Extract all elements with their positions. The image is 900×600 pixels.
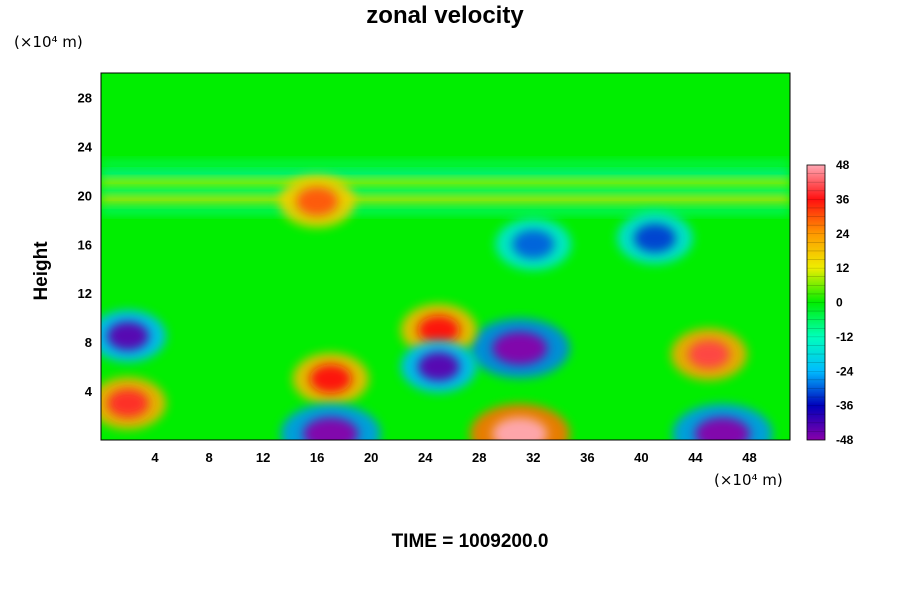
feature-core-4 bbox=[303, 417, 359, 440]
colorbar-tick-label: 0 bbox=[836, 296, 843, 310]
colorbar-tick-label: 24 bbox=[836, 227, 850, 241]
y-tick-label: 28 bbox=[78, 90, 92, 105]
time-label: TIME = 1009200.0 bbox=[391, 531, 549, 552]
chart-title: zonal velocity bbox=[366, 2, 524, 29]
x-tick-label: 40 bbox=[634, 450, 648, 465]
x-tick-label: 32 bbox=[526, 450, 540, 465]
y-tick-label: 24 bbox=[78, 139, 93, 154]
y-tick-label: 16 bbox=[78, 237, 92, 252]
colorbar-tick-label: 36 bbox=[836, 192, 850, 206]
feature-core-2 bbox=[688, 340, 730, 369]
feature-core-6 bbox=[107, 389, 149, 418]
feature-core-12 bbox=[512, 229, 555, 259]
colorbar-tick-label: -36 bbox=[836, 399, 854, 413]
band-1 bbox=[101, 171, 790, 181]
feature-core-7 bbox=[107, 321, 149, 351]
x-tick-label: 44 bbox=[688, 450, 703, 465]
colorbar-tick-label: 12 bbox=[836, 261, 850, 275]
x-tick-label: 4 bbox=[151, 450, 159, 465]
band-3 bbox=[101, 188, 790, 198]
x-tick-label: 8 bbox=[205, 450, 212, 465]
x-tick-label: 12 bbox=[256, 450, 270, 465]
colorbar-scale bbox=[806, 164, 826, 441]
colorbar-tick-label: -48 bbox=[836, 433, 854, 447]
y-tick-label: 4 bbox=[85, 384, 93, 399]
colorbar-tick-label: 48 bbox=[836, 158, 850, 172]
y-tick-label: 8 bbox=[85, 335, 92, 350]
feature-core-0 bbox=[492, 417, 548, 440]
x-tick-label: 20 bbox=[364, 450, 378, 465]
x-tick-label: 48 bbox=[742, 450, 756, 465]
feature-core-3 bbox=[309, 364, 352, 394]
band-0 bbox=[101, 160, 790, 170]
x-tick-label: 28 bbox=[472, 450, 486, 465]
plot-frame bbox=[100, 72, 791, 441]
y-tick-label: 20 bbox=[78, 188, 92, 203]
x-tick-label: 36 bbox=[580, 450, 594, 465]
x-tick-label: 24 bbox=[418, 450, 433, 465]
x-tick-label: 16 bbox=[310, 450, 324, 465]
colorbar-tick-label: -24 bbox=[836, 364, 854, 378]
y-axis-unit: (×10⁴ m) bbox=[14, 33, 83, 51]
feature-core-1 bbox=[492, 331, 548, 365]
feature-core-11 bbox=[634, 223, 676, 253]
feature-core-10 bbox=[296, 187, 339, 216]
velocity-field bbox=[101, 73, 790, 440]
colorbar-tick-label: -12 bbox=[836, 330, 854, 344]
colorbar: 48 36 24 12 0 -12 -24 -36 -48 bbox=[806, 158, 854, 447]
band-5 bbox=[101, 205, 790, 215]
y-tick-label: 12 bbox=[78, 286, 92, 301]
feature-core-9 bbox=[417, 352, 460, 381]
band-2 bbox=[101, 178, 790, 188]
feature-core-5 bbox=[694, 417, 750, 440]
feature-core-8 bbox=[417, 315, 460, 345]
band-4 bbox=[101, 195, 790, 205]
x-axis-unit: (×10⁴ m) bbox=[714, 471, 783, 489]
